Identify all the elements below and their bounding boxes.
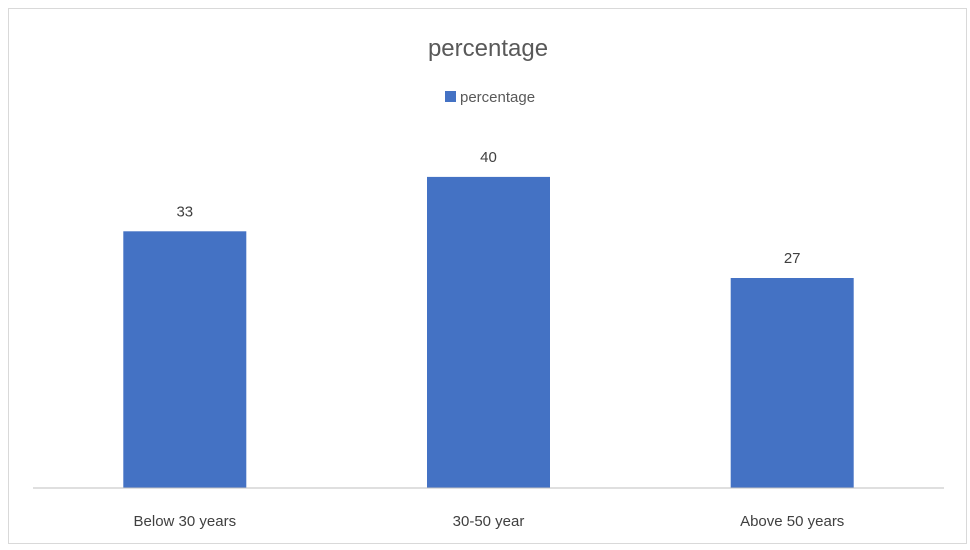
bars-group: 33 40 27: [123, 149, 854, 489]
x-tick-label-2: 30-50 year: [453, 513, 525, 530]
legend-swatch: [445, 91, 456, 102]
bar-2: [427, 176, 550, 488]
x-tick-label-3: Above 50 years: [740, 513, 844, 530]
bar-3: [730, 278, 854, 488]
data-label-3: 27: [784, 250, 801, 267]
data-label-2: 40: [480, 149, 497, 166]
x-tick-label-1: Below 30 years: [134, 513, 237, 530]
legend-label: percentage: [460, 89, 535, 106]
data-label-1: 33: [176, 203, 193, 220]
x-axis-ticks: Below 30 years 30-50 year Above 50 years: [134, 513, 845, 530]
chart-title: percentage: [428, 35, 548, 62]
bar-1: [123, 231, 247, 489]
legend: percentage: [445, 89, 535, 106]
